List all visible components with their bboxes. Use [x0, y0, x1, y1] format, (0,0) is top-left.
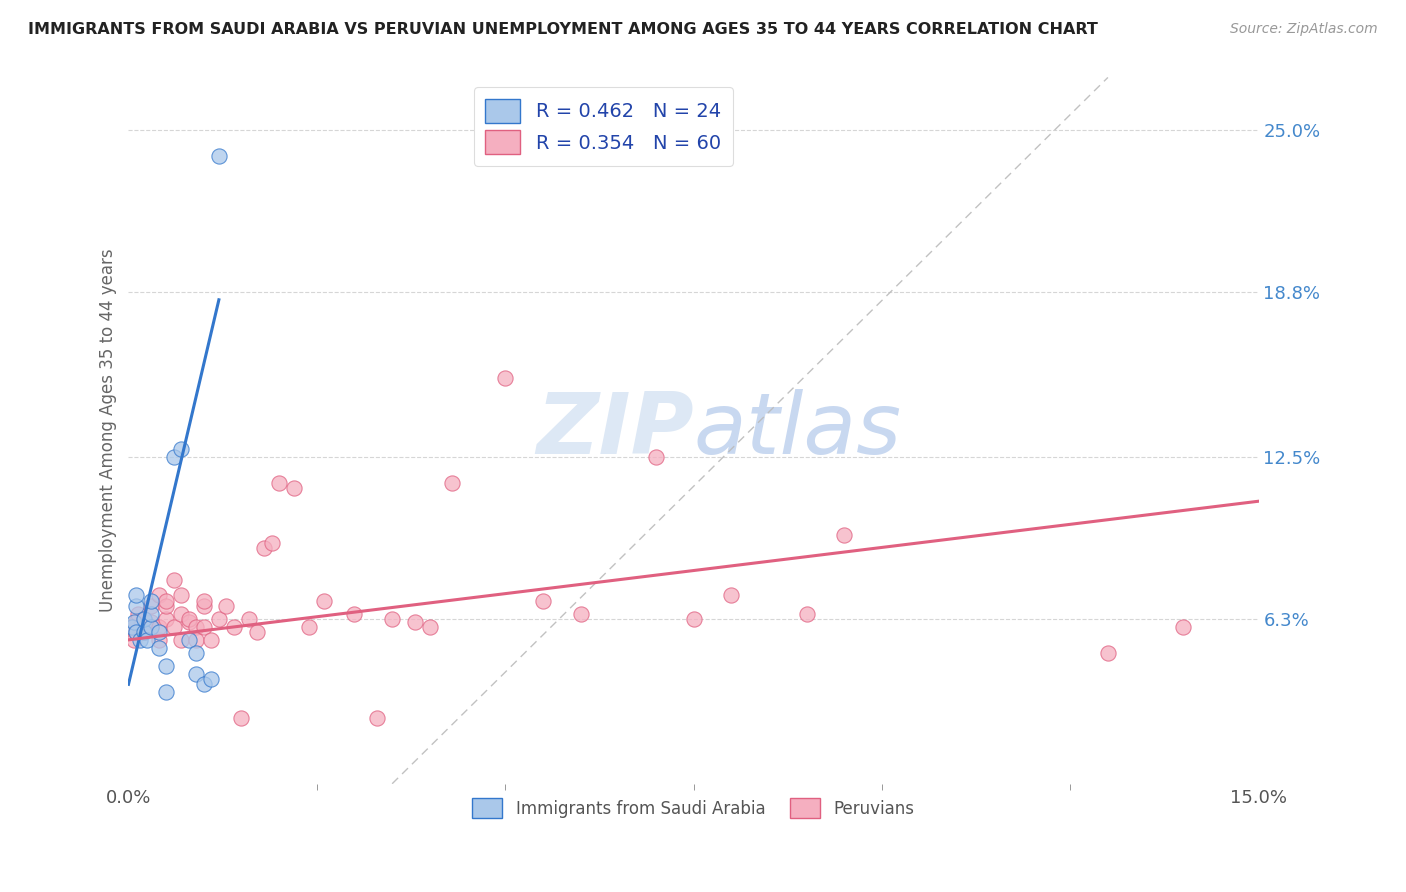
Point [128, 620, 150, 634]
Point [121, 620, 143, 634]
Point [139, 593, 162, 607]
Text: IMMIGRANTS FROM SAUDI ARABIA VS PERUVIAN UNEMPLOYMENT AMONG AGES 35 TO 44 YEARS : IMMIGRANTS FROM SAUDI ARABIA VS PERUVIAN… [28, 22, 1098, 37]
Point [163, 620, 186, 634]
Text: ZIP: ZIP [536, 389, 693, 472]
Point [139, 620, 162, 634]
Point [155, 685, 177, 699]
Point [125, 625, 148, 640]
Point [148, 620, 170, 634]
Point [132, 625, 155, 640]
Point [314, 593, 336, 607]
Point [139, 620, 162, 634]
Point [170, 588, 193, 602]
Point [163, 573, 186, 587]
Point [366, 711, 388, 725]
Point [269, 475, 291, 490]
Point [132, 612, 155, 626]
Text: atlas: atlas [693, 389, 901, 472]
Point [298, 620, 321, 634]
Point [682, 612, 704, 626]
Point [132, 625, 155, 640]
Y-axis label: Unemployment Among Ages 35 to 44 years: Unemployment Among Ages 35 to 44 years [100, 249, 117, 613]
Point [177, 612, 200, 626]
Point [148, 625, 170, 640]
Point [170, 442, 193, 456]
Point [139, 599, 162, 613]
Point [155, 612, 177, 626]
Point [419, 620, 441, 634]
Point [125, 599, 148, 613]
Point [193, 593, 215, 607]
Point [644, 450, 666, 464]
Point [231, 711, 253, 725]
Point [260, 536, 283, 550]
Point [222, 620, 245, 634]
Point [200, 672, 222, 686]
Point [238, 612, 260, 626]
Text: Source: ZipAtlas.com: Source: ZipAtlas.com [1230, 22, 1378, 37]
Point [208, 612, 231, 626]
Point [134, 620, 156, 634]
Point [170, 607, 193, 621]
Point [124, 615, 146, 629]
Point [569, 607, 592, 621]
Point [122, 632, 145, 647]
Point [132, 612, 155, 626]
Point [796, 607, 818, 621]
Point [139, 607, 162, 621]
Point [125, 615, 148, 629]
Point [177, 615, 200, 629]
Point [155, 593, 177, 607]
Point [531, 593, 554, 607]
Point [381, 612, 404, 626]
Point [125, 625, 148, 640]
Point [148, 640, 170, 655]
Point [139, 615, 162, 629]
Point [148, 588, 170, 602]
Point [125, 588, 148, 602]
Point [343, 607, 366, 621]
Point [121, 620, 143, 634]
Point [148, 632, 170, 647]
Point [186, 646, 208, 660]
Point [832, 528, 855, 542]
Point [208, 149, 231, 163]
Point [720, 588, 742, 602]
Point [155, 659, 177, 673]
Point [186, 620, 208, 634]
Point [155, 599, 177, 613]
Point [186, 632, 208, 647]
Point [193, 599, 215, 613]
Point [120, 625, 142, 640]
Point [494, 371, 516, 385]
Point [163, 450, 186, 464]
Point [193, 620, 215, 634]
Point [127, 607, 149, 621]
Point [177, 632, 200, 647]
Point [215, 599, 238, 613]
Point [128, 632, 150, 647]
Point [200, 632, 222, 647]
Point [245, 625, 267, 640]
Point [283, 481, 305, 495]
Point [1173, 620, 1195, 634]
Point [1097, 646, 1119, 660]
Point [441, 475, 464, 490]
Point [253, 541, 276, 556]
Point [136, 632, 159, 647]
Legend: Immigrants from Saudi Arabia, Peruvians: Immigrants from Saudi Arabia, Peruvians [465, 791, 921, 825]
Point [170, 632, 193, 647]
Point [193, 677, 215, 691]
Point [404, 615, 426, 629]
Point [186, 666, 208, 681]
